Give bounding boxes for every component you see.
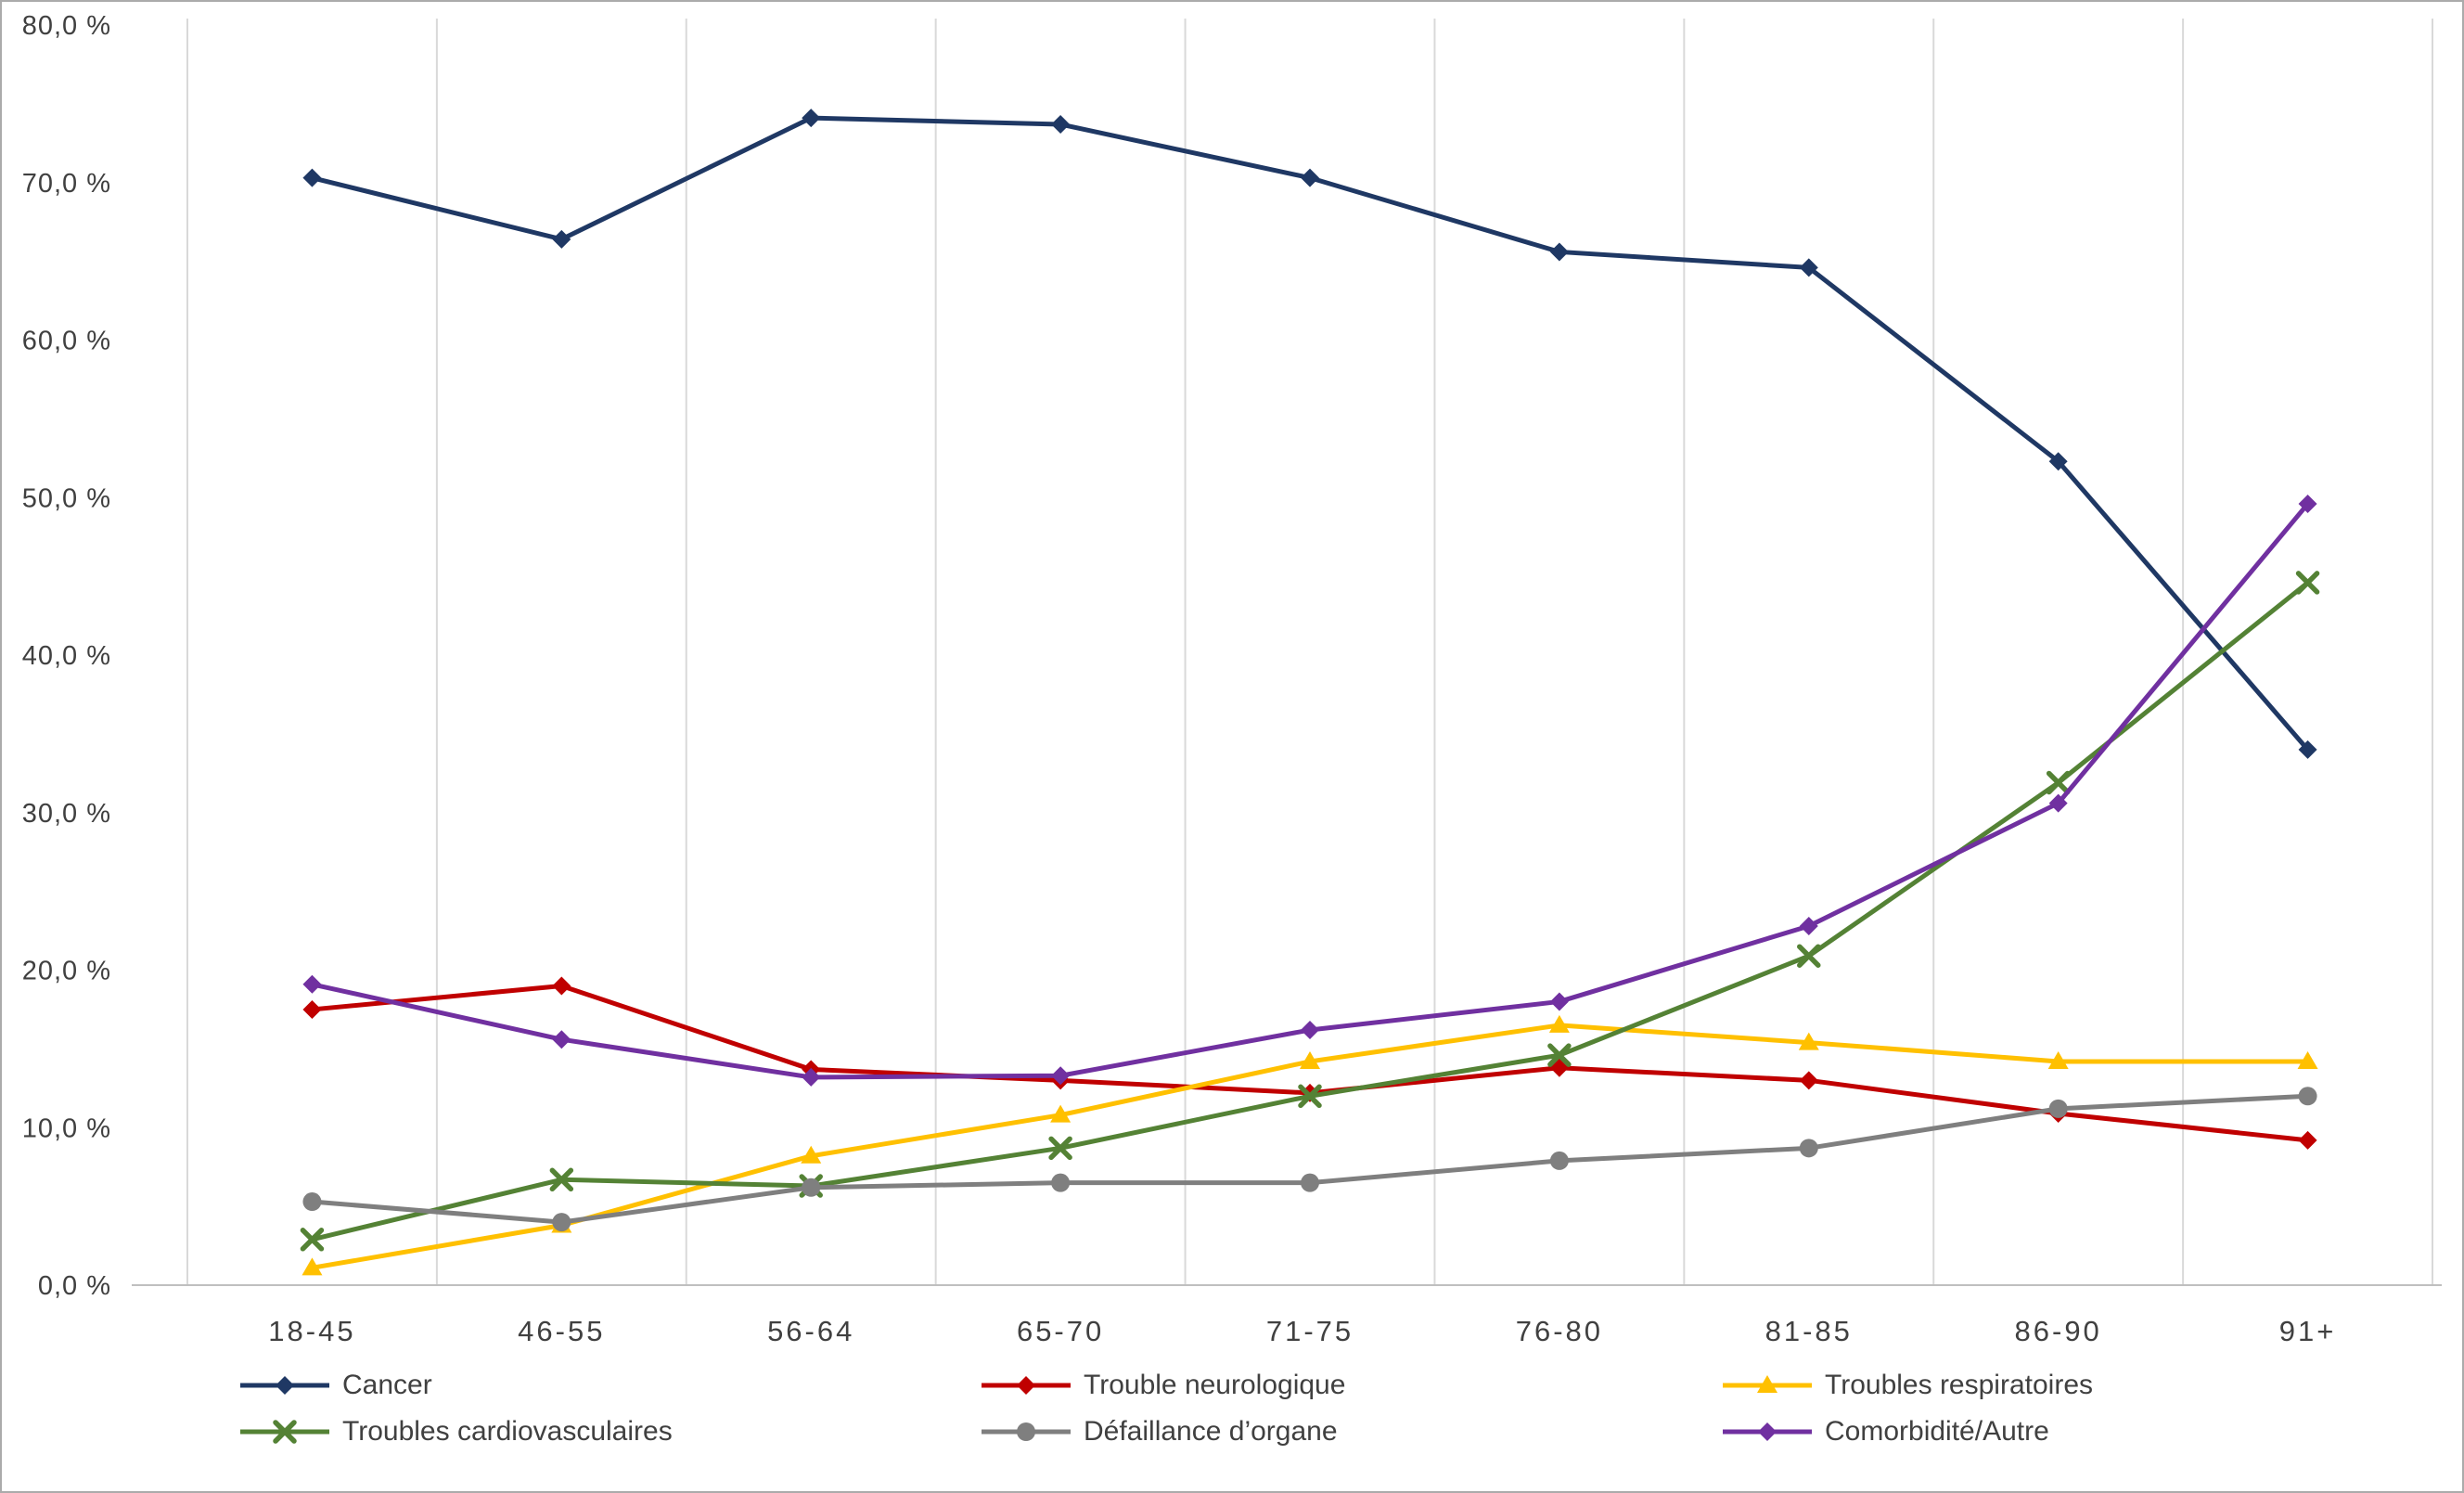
legend-label-comorbidite-autre: Comorbidité/Autre: [1825, 1416, 2049, 1447]
svg-text:65-70: 65-70: [1017, 1315, 1104, 1347]
svg-text:30,0 %: 30,0 %: [22, 799, 111, 829]
chart-legend: Cancer Trouble neurologique Troubles res…: [2, 1357, 2462, 1448]
svg-text:46-55: 46-55: [518, 1315, 605, 1347]
svg-text:76-80: 76-80: [1516, 1315, 1603, 1347]
legend-swatch-comorbidite-autre: [1723, 1422, 1812, 1441]
legend-label-trouble-neurologique: Trouble neurologique: [1084, 1370, 1346, 1400]
series-3: [300, 571, 2320, 1252]
svg-text:50,0 %: 50,0 %: [22, 483, 111, 513]
svg-text:20,0 %: 20,0 %: [22, 957, 111, 986]
svg-text:71-75: 71-75: [1266, 1315, 1354, 1347]
svg-text:40,0 %: 40,0 %: [22, 641, 111, 671]
series-0: [302, 109, 2317, 759]
svg-text:0,0 %: 0,0 %: [38, 1271, 111, 1301]
legend-label-cancer: Cancer: [342, 1370, 432, 1400]
legend-swatch-troubles-cardiovasculaires: [240, 1420, 329, 1444]
y-axis-tick-labels: 0,0 % 10,0 % 20,0 % 30,0 % 40,0 % 50,0 % 60,0 …: [22, 11, 111, 1301]
legend-label-troubles-cardiovasculaires: Troubles cardiovasculaires: [342, 1416, 673, 1447]
legend-item-troubles-respiratoires: Troubles respiratoires: [1721, 1370, 2462, 1401]
svg-text:80,0 %: 80,0 %: [22, 11, 111, 41]
svg-text:60,0 %: 60,0 %: [22, 327, 111, 356]
svg-text:18-45: 18-45: [268, 1315, 355, 1347]
legend-item-comorbidite-autre: Comorbidité/Autre: [1721, 1416, 2462, 1448]
series-5: [302, 495, 2317, 1087]
line-chart-plot-area: 0,0 % 10,0 % 20,0 % 30,0 % 40,0 % 50,0 % 60,0 …: [22, 11, 2442, 1347]
series-4: [302, 1087, 2317, 1232]
legend-item-defaillance-d-organe: Défaillance d’organe: [980, 1416, 1721, 1448]
legend-item-troubles-cardiovasculaires: Troubles cardiovasculaires: [238, 1416, 980, 1448]
legend-item-cancer: Cancer: [238, 1370, 980, 1401]
legend-swatch-troubles-respiratoires: [1723, 1375, 1812, 1393]
svg-text:81-85: 81-85: [1765, 1315, 1853, 1347]
svg-text:10,0 %: 10,0 %: [22, 1113, 111, 1143]
legend-label-troubles-respiratoires: Troubles respiratoires: [1825, 1370, 2093, 1400]
svg-text:91+: 91+: [2279, 1315, 2337, 1347]
legend-swatch-defaillance-d-organe: [982, 1422, 1071, 1441]
series-2: [302, 1014, 2318, 1276]
legend-label-defaillance-d-organe: Défaillance d’organe: [1084, 1416, 1338, 1447]
legend-swatch-trouble-neurologique: [982, 1376, 1071, 1395]
svg-text:86-90: 86-90: [2015, 1315, 2102, 1347]
legend-swatch-cancer: [240, 1376, 329, 1395]
svg-text:70,0 %: 70,0 %: [22, 169, 111, 199]
x-axis-category-labels: 18-45 46-55 56-64 65-70 71-75 76-80 81-85 86-90…: [268, 1315, 2337, 1347]
legend-item-trouble-neurologique: Trouble neurologique: [980, 1370, 1721, 1401]
svg-text:56-64: 56-64: [767, 1315, 854, 1347]
